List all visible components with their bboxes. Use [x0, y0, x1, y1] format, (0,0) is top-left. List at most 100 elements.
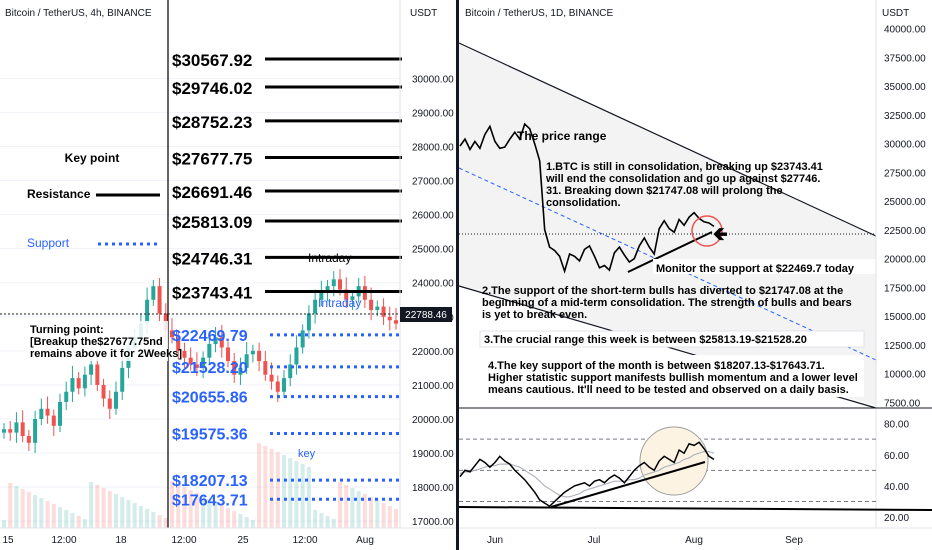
rsi-y-axis: 80.00 60.00 40.00 20.00: [884, 420, 909, 525]
candle-body: [394, 320, 398, 324]
candle-body: [64, 391, 69, 402]
candle-body: [331, 279, 336, 287]
candle-body: [26, 436, 31, 443]
right-y-tick-label: 40000.00: [884, 25, 926, 36]
volume-bar: [82, 519, 87, 528]
right-price-series: [459, 122, 715, 274]
candle-body: [114, 391, 118, 409]
key-label: key: [298, 448, 316, 460]
right-y-tick-label: 17500.00: [884, 283, 926, 294]
volume-bar: [151, 512, 156, 528]
right-y-tick-label: 27500.00: [884, 168, 926, 179]
volume-bar: [244, 517, 249, 528]
note-3-box: [479, 330, 865, 348]
volume-bar: [14, 486, 19, 528]
volume-bar: [331, 519, 336, 528]
right-y-tick-label: 20000.00: [884, 255, 926, 266]
resistance-label: Resistance: [27, 187, 91, 201]
left-x-tick-label: 18: [115, 535, 127, 546]
volume-bar: [394, 509, 398, 528]
right-y-tick-label: 12500.00: [884, 341, 926, 352]
candle-body: [263, 361, 268, 375]
left-arrow-icon: 🡸: [713, 224, 728, 244]
candle-body: [33, 418, 38, 443]
volume-bar: [207, 499, 212, 528]
left-x-tick-label: 12:00: [292, 535, 317, 546]
right-y-tick-label: 30000.00: [884, 140, 926, 151]
candle-body: [182, 350, 187, 358]
candle-body: [2, 429, 6, 433]
resistance-level-label: $26691.46: [172, 183, 252, 202]
candle-body: [226, 347, 230, 362]
volume-bar: [188, 490, 193, 528]
candle-body: [325, 286, 330, 293]
rsi-lines: [459, 441, 715, 508]
right-y-tick-label: 35000.00: [884, 82, 926, 93]
candle-body: [250, 350, 255, 355]
right-currency-label: USDT: [882, 8, 909, 19]
volume-bar: [350, 488, 355, 528]
candle-body: [344, 289, 349, 300]
volume-bar: [257, 443, 262, 528]
candle-body: [201, 357, 206, 368]
volume-bar: [64, 510, 69, 528]
candle-body: [213, 337, 218, 345]
rsi-line: [459, 441, 715, 508]
volume-bar: [250, 520, 255, 528]
monitor-note-box: [653, 259, 876, 274]
turning-point-line-1: Turning point:: [30, 324, 104, 336]
volume-bar: [170, 481, 174, 528]
intraday-top-label: Intraday: [308, 251, 351, 265]
volume-bar: [325, 516, 330, 528]
candle-body: [207, 344, 212, 358]
volume-bar: [70, 513, 75, 528]
right-x-tick-label: Jul: [588, 535, 601, 546]
volume-bar: [306, 467, 311, 528]
left-chart-title: Bitcoin / TetherUS, 4h, BINANCE: [5, 8, 152, 19]
volume-bar: [163, 518, 168, 528]
candle-body: [338, 279, 342, 290]
resistance-level-label: $25813.09: [172, 213, 252, 232]
left-x-axis: 15 12:00 18 12:00 25 12:00 Aug: [2, 535, 373, 546]
candle-body: [170, 330, 174, 338]
candle-body: [275, 381, 280, 392]
right-x-tick-label: Aug: [685, 535, 703, 546]
left-levels: $30567.92 $29746.02 $28752.23 $27677.75 $266…: [172, 51, 402, 509]
volume-bar: [288, 458, 293, 528]
key-point-label: Key point: [65, 151, 120, 165]
current-price-value: 22788.46: [405, 310, 447, 321]
volume-bar: [107, 491, 112, 528]
volume-bar: [282, 455, 286, 528]
volume-bar: [176, 484, 181, 528]
left-y-tick-label: 25000.00: [412, 245, 454, 256]
note-2-line-2: beginning of a mid-term consolidation. T…: [482, 297, 852, 309]
right-panel: 🡸 The price range 1.BTC is still in cons…: [458, 0, 932, 550]
candle-body: [145, 299, 150, 324]
right-chart-title: Bitcoin / TetherUS, 1D, BINANCE: [465, 8, 614, 19]
volume-bar: [182, 487, 187, 528]
volume-bar: [145, 509, 150, 528]
resistance-level-label: $23743.41: [172, 283, 252, 302]
price-range-label: The price range: [517, 129, 607, 143]
volume-bar: [375, 500, 380, 528]
candle-body: [300, 330, 305, 348]
support-level-label: $17643.71: [172, 492, 248, 509]
left-y-tick-label: 28000.00: [412, 142, 454, 153]
right-x-tick-label: Sep: [785, 535, 803, 546]
resistance-level-label: $27677.75: [172, 149, 252, 168]
volume-bar: [114, 494, 118, 528]
candle-body: [387, 316, 392, 321]
candle-body: [151, 286, 156, 300]
candle-body: [375, 306, 380, 310]
resistance-level-label: $30567.92: [172, 51, 252, 70]
right-y-tick-label: 32500.00: [884, 111, 926, 122]
volume-bar: [201, 496, 206, 528]
candle-body: [51, 415, 56, 426]
volume-bar: [294, 461, 299, 528]
left-y-tick-label: 27000.00: [412, 177, 454, 188]
candle-body: [350, 296, 355, 300]
current-price-tag: [400, 307, 452, 322]
volume-bar: [2, 520, 6, 528]
rsi-y-tick-label: 20.00: [884, 513, 909, 524]
